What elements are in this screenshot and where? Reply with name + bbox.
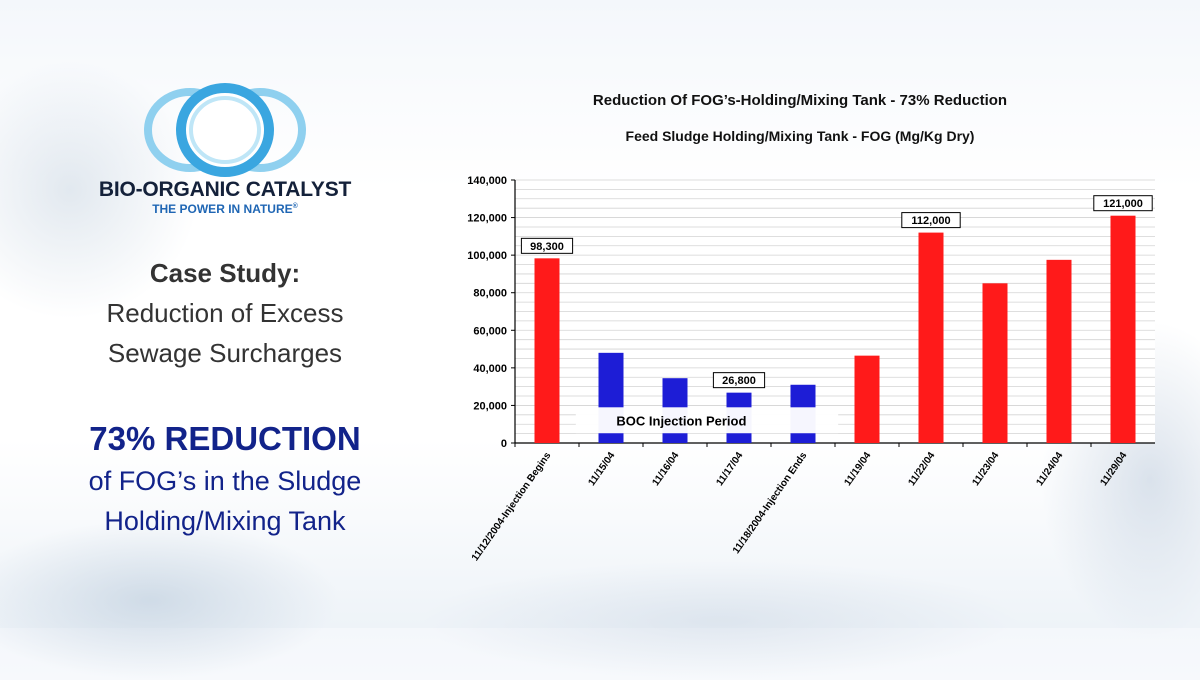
x-tick-label: 11/16/04 [650,450,681,488]
data-label-box [901,212,961,229]
bio-organic-catalyst-logo-icon [144,83,306,177]
annotation-label: BOC Injection Period [616,413,746,428]
bar [918,232,944,443]
left-panel: BIO-ORGANIC CATALYST THE POWER IN NATURE… [40,0,410,628]
chart-title: Reduction Of FOG’s-Holding/Mixing Tank -… [592,92,1008,109]
x-tick-label: 11/15/04 [586,450,617,488]
x-tick-label: 11/24/04 [1034,450,1065,488]
case-study-line-2: Sewage Surcharges [107,338,343,368]
case-study-line-1: Reduction of Excess [106,298,344,328]
chart-subtitle: Feed Sludge Holding/Mixing Tank - FOG (M… [625,128,975,144]
brand-tagline: THE POWER IN NATURE® [152,202,298,216]
data-label-box [712,372,766,389]
annotation-band [575,407,839,434]
y-tick-label: 0 [501,438,507,450]
x-tick-label: 11/12/2004-Injection Begins [470,450,554,563]
x-tick-label: 11/18/2004-Injection Ends [731,450,810,556]
x-tick-label: 11/19/04 [842,450,873,488]
data-label: 26,800 [722,375,756,387]
y-tick-label: 20,000 [473,400,507,412]
y-tick-label: 100,000 [467,250,507,262]
reduction-line-2: Holding/Mixing Tank [104,506,346,536]
bar [854,355,880,443]
data-label: 112,000 [911,215,950,227]
bar [982,283,1008,443]
bar [1110,215,1136,443]
reduction-headline: 73% REDUCTION [89,420,361,457]
y-tick-label: 120,000 [467,213,507,225]
data-label-box [1093,195,1153,212]
x-tick-label: 11/22/04 [906,450,937,488]
y-tick-label: 140,000 [467,175,507,187]
reduction-line-1: of FOG’s in the Sludge [88,466,362,496]
fog-bar-chart: 0 20,000 40,000 60,000 80,000 100,000 120,000 1… [467,175,1155,563]
x-tick-label: 11/29/04 [1098,450,1129,488]
bar [534,258,560,443]
case-study-title: Case Study: [149,258,301,288]
x-tick-label: 11/23/04 [970,450,1001,488]
data-label: 121,000 [1103,198,1143,210]
brand-name: BIO-ORGANIC CATALYST [98,178,352,201]
y-tick-label: 60,000 [473,325,507,337]
y-tick-label: 80,000 [473,288,507,300]
data-label: 98,300 [530,241,564,253]
bar [1046,259,1072,443]
data-label-box [520,237,574,254]
x-tick-label: 11/17/04 [714,450,745,488]
y-tick-label: 40,000 [473,363,507,375]
